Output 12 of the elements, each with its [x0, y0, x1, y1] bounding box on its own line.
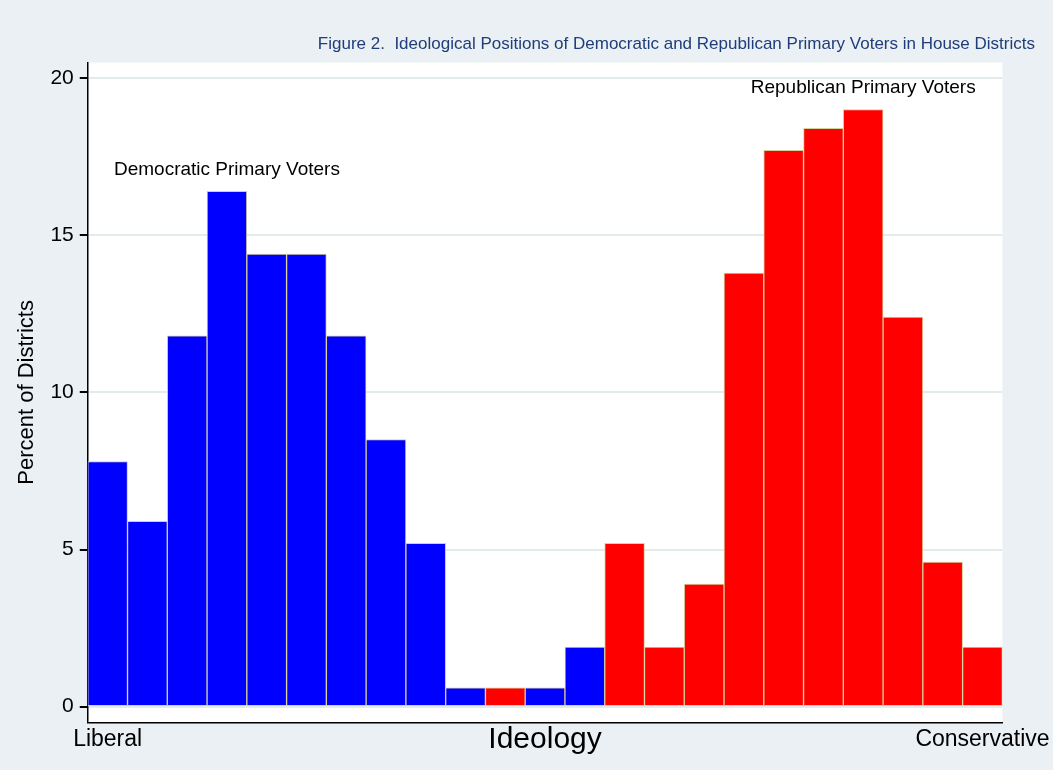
- y-tick-label: 10: [50, 379, 74, 403]
- y-tick-label: 15: [50, 222, 74, 246]
- y-tick-label: 0: [62, 693, 74, 717]
- series-label: Republican Primary Voters: [750, 76, 976, 98]
- y-tick-label: 20: [50, 64, 74, 88]
- x-tick-label: Conservative: [915, 724, 1050, 751]
- y-tick-label: 5: [62, 536, 74, 560]
- chart-title: Figure 2. Ideological Positions of Democratic and Republican Primary Voters in House Districts: [317, 33, 1035, 53]
- x-tick-label: Liberal: [73, 724, 143, 751]
- series-label: Democratic Primary Voters: [113, 157, 340, 179]
- y-axis-title: Percent of Districts: [13, 300, 39, 485]
- x-axis-title: Ideology: [488, 721, 602, 755]
